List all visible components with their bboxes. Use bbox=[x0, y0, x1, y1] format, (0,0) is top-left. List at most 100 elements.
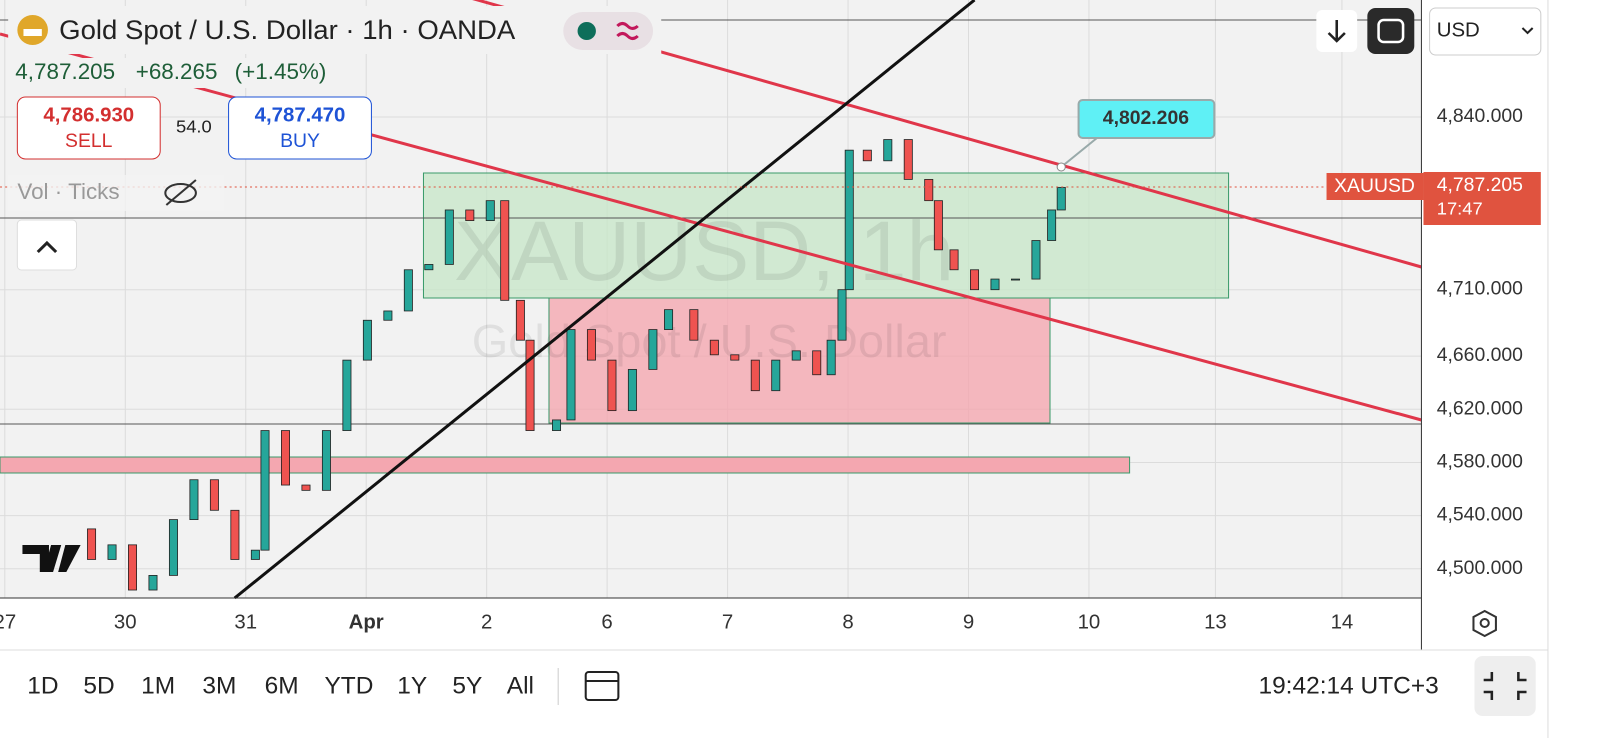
candle-body bbox=[771, 359, 781, 392]
x-tick-label: 10 bbox=[1078, 611, 1101, 633]
symbol-tag-text: XAUUSD bbox=[1334, 176, 1415, 197]
range-button[interactable]: 5Y bbox=[452, 673, 482, 700]
range-button[interactable]: 5D bbox=[83, 673, 114, 700]
data-status bbox=[616, 22, 639, 40]
candle-body bbox=[812, 350, 822, 376]
candle-body bbox=[250, 549, 260, 560]
support-strip bbox=[0, 456, 1131, 474]
candle-body bbox=[709, 339, 719, 356]
range-button[interactable]: 6M bbox=[265, 673, 299, 700]
x-tick-label: Apr bbox=[349, 611, 384, 633]
collapse-icon bbox=[36, 240, 58, 254]
candle-body bbox=[485, 200, 495, 221]
fullscreen-button[interactable] bbox=[1367, 8, 1415, 54]
candle-body bbox=[525, 339, 535, 431]
clock: 19:42:14 UTC+3 bbox=[1258, 673, 1438, 700]
candle-body bbox=[209, 479, 219, 511]
candle-body bbox=[362, 319, 372, 361]
currency-select[interactable] bbox=[1429, 7, 1542, 56]
y-tick-label: 4,500.000 bbox=[1437, 558, 1523, 579]
buy-label: BUY bbox=[280, 131, 320, 152]
candle-body bbox=[465, 209, 475, 221]
callout-box bbox=[1077, 99, 1216, 139]
indicator-bg bbox=[8, 175, 225, 211]
header-bg bbox=[8, 6, 662, 54]
expand-icon bbox=[1483, 672, 1527, 700]
candle-body bbox=[515, 299, 525, 341]
buy-price: 4,787.470 bbox=[255, 104, 346, 126]
indicator: Vol · Ticks bbox=[17, 179, 119, 204]
candle-body bbox=[837, 289, 847, 341]
candle-body bbox=[862, 149, 872, 162]
callout-pointer bbox=[1060, 137, 1098, 168]
candle-body bbox=[403, 269, 413, 312]
countdown: 17:47 bbox=[1437, 199, 1483, 219]
candle-body bbox=[321, 430, 331, 491]
y-tick-label: 4,840.000 bbox=[1437, 106, 1523, 127]
range-button[interactable]: YTD bbox=[324, 673, 373, 700]
candle-body bbox=[168, 519, 178, 576]
candle-body bbox=[883, 139, 893, 162]
range-button[interactable]: All bbox=[507, 673, 534, 700]
range-button[interactable]: 1D bbox=[27, 673, 58, 700]
price-axis bbox=[1421, 0, 1600, 650]
sell-button[interactable] bbox=[16, 96, 161, 160]
sell-price: 4,786.930 bbox=[43, 104, 134, 126]
callout-text: 4,802.206 bbox=[1103, 108, 1189, 129]
candle-body bbox=[903, 139, 913, 180]
candle-body bbox=[689, 309, 699, 341]
range-button[interactable]: 1Y bbox=[397, 673, 427, 700]
candle-body bbox=[648, 329, 658, 370]
buy-button[interactable] bbox=[228, 96, 372, 160]
calendar-icon[interactable] bbox=[584, 671, 620, 701]
status-pill[interactable] bbox=[563, 12, 654, 50]
x-tick-label: 7 bbox=[722, 611, 733, 633]
candle-body bbox=[189, 479, 199, 520]
candle-body bbox=[107, 544, 117, 560]
candle-body bbox=[970, 269, 980, 291]
candle-body bbox=[990, 278, 1000, 291]
last-price-tag bbox=[1423, 172, 1541, 225]
demand-zone bbox=[422, 172, 1230, 299]
x-tick-label: 9 bbox=[963, 611, 974, 633]
candle-body bbox=[424, 264, 434, 271]
last-price: 4,787.205 bbox=[1437, 175, 1523, 196]
spread: 54.0 bbox=[176, 117, 212, 137]
candle-body bbox=[844, 149, 854, 291]
candle-body bbox=[566, 329, 576, 421]
y-tick-label: 4,710.000 bbox=[1437, 279, 1523, 300]
x-tick-label: 14 bbox=[1331, 611, 1354, 633]
watermark-sub: Gold Spot / U.S. Dollar bbox=[472, 316, 947, 367]
candle-body bbox=[342, 359, 352, 431]
x-tick-label: 8 bbox=[842, 611, 853, 633]
symbol-icon-bar bbox=[23, 29, 42, 36]
y-tick-label: 4,620.000 bbox=[1437, 398, 1523, 419]
expand-button[interactable] bbox=[1474, 656, 1536, 716]
candle-body bbox=[586, 329, 596, 361]
candle-body bbox=[148, 575, 158, 591]
candle-body bbox=[750, 359, 760, 392]
x-tick-label: 6 bbox=[601, 611, 612, 633]
candle-body bbox=[87, 528, 97, 560]
range-button[interactable]: 3M bbox=[202, 673, 236, 700]
candle-body bbox=[826, 339, 836, 376]
fullscreen-icon bbox=[1377, 18, 1405, 44]
candle-body bbox=[924, 178, 934, 202]
y-tick-label: 4,540.000 bbox=[1437, 505, 1523, 526]
settings-icon[interactable] bbox=[1472, 609, 1497, 638]
logo bbox=[22, 545, 81, 572]
download-icon bbox=[1327, 20, 1346, 43]
hide-icon[interactable] bbox=[164, 183, 197, 203]
candle-body bbox=[301, 484, 311, 491]
last-quote: 4,787.205 bbox=[15, 59, 115, 84]
candle-body bbox=[730, 354, 740, 361]
candle-body bbox=[664, 309, 674, 330]
range-button[interactable]: 1M bbox=[141, 673, 175, 700]
change: +68.265 bbox=[136, 59, 218, 84]
candle-body bbox=[128, 544, 137, 591]
trend-line bbox=[233, 0, 976, 600]
candle-body bbox=[444, 209, 454, 265]
hide-icon-slash bbox=[165, 179, 197, 206]
